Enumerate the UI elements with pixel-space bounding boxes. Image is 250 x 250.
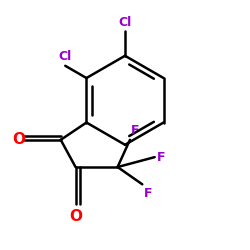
Text: F: F xyxy=(157,151,166,164)
Text: O: O xyxy=(13,132,26,147)
Text: F: F xyxy=(131,124,140,137)
Text: O: O xyxy=(69,209,82,224)
Text: F: F xyxy=(144,187,152,200)
Text: Cl: Cl xyxy=(59,50,72,63)
Text: Cl: Cl xyxy=(118,16,132,29)
